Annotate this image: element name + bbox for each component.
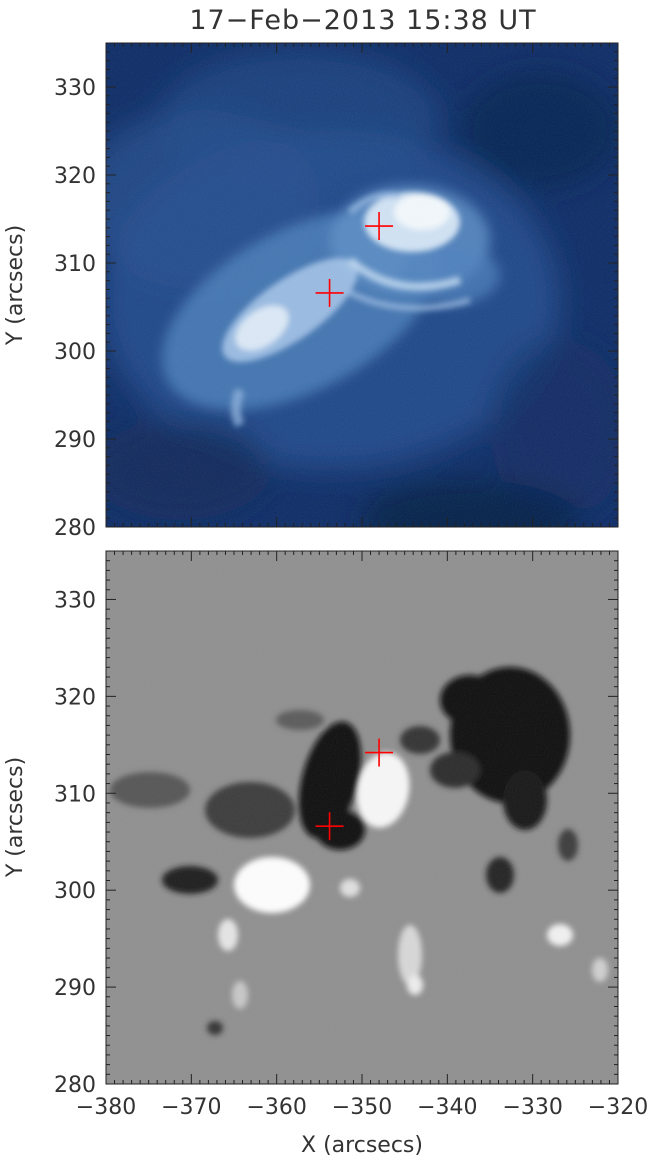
euv-y-tick-labels: 280 290 300 310 320 330 [54,76,96,541]
y-tick-label: 290 [54,428,96,453]
x-tick-label: −380 [76,1095,136,1120]
x-tick-label: −320 [588,1095,648,1120]
y-tick-label: 310 [54,252,96,277]
euv-image-panel: 280 290 300 310 320 330 Y (arcsecs) [3,42,619,541]
y-tick-label: 280 [54,1073,96,1098]
x-tick-labels: −380 −370 −360 −350 −340 −330 −320 [76,1095,648,1120]
y-tick-label: 310 [54,782,96,807]
y-tick-label: 280 [54,516,96,541]
magnetogram-image [106,551,618,1084]
x-tick-label: −370 [161,1095,221,1120]
y-tick-label: 290 [54,976,96,1001]
y-tick-label: 330 [54,76,96,101]
x-tick-label: −350 [332,1095,392,1120]
x-axis-label: X (arcsecs) [301,1133,423,1158]
euv-tick-marks [105,42,619,528]
magnetogram-tick-marks [105,550,619,1085]
x-tick-label: −330 [502,1095,562,1120]
magnetogram-y-tick-labels: 280 290 300 310 320 330 [54,588,96,1098]
y-tick-label: 300 [54,879,96,904]
euv-y-axis-label: Y (arcsecs) [3,225,28,346]
x-tick-label: −340 [417,1095,477,1120]
y-tick-label: 320 [54,685,96,710]
y-tick-label: 330 [54,588,96,613]
figure-title: 17−Feb−2013 15:38 UT [189,5,536,36]
y-tick-label: 320 [54,164,96,189]
magnetogram-y-axis-label: Y (arcsecs) [3,757,28,878]
euv-image [106,43,618,527]
y-tick-label: 300 [54,340,96,365]
euv-markers [315,212,394,307]
x-tick-label: −360 [246,1095,306,1120]
magnetogram-markers [315,738,394,841]
